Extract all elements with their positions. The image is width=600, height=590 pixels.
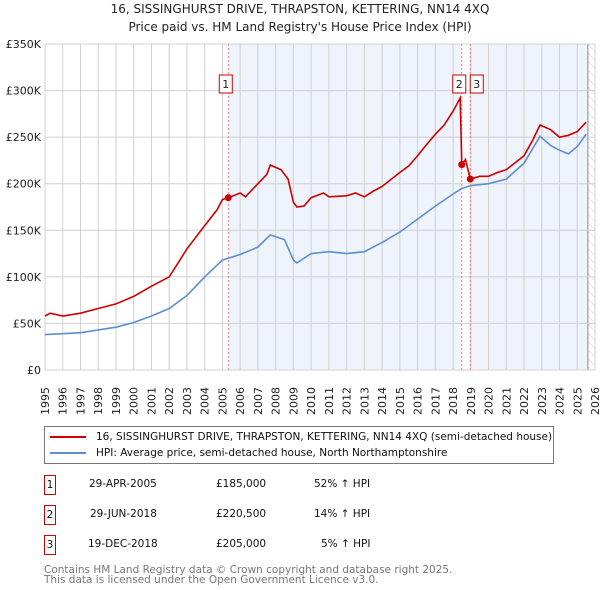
future-hatch: [587, 44, 595, 370]
sale-marker-box: [218, 74, 233, 94]
sale-point: [458, 161, 466, 169]
y-tick-label: £350K: [6, 38, 42, 51]
hpi-line: [44, 133, 587, 336]
x-tick-label: 2015: [394, 387, 407, 415]
y-tick-label: £50K: [13, 317, 42, 330]
sale-hpi-diff: 14% ↑ HPI: [314, 508, 371, 520]
x-tick-label: 2020: [483, 387, 496, 415]
legend-item-property: 16, SISSINGHURST DRIVE, THRAPSTON, KETTE…: [45, 429, 552, 445]
chart-title-address: 16, SISSINGHURST DRIVE, THRAPSTON, KETTE…: [110, 2, 490, 16]
y-tick-label: £100K: [6, 271, 42, 284]
sale-marker-label: 3: [473, 78, 480, 91]
x-tick-label: 2009: [287, 387, 300, 415]
sale-price: £205,000: [216, 538, 267, 550]
sale-point: [224, 194, 232, 202]
x-tick-label: 2023: [536, 387, 549, 415]
table-row: 3 19-DEC-2018 £205,000 5% ↑ HPI: [44, 535, 544, 555]
unshaded-gap: [461, 44, 471, 370]
x-tick-label: 1999: [110, 387, 123, 415]
x-tick-label: 1998: [92, 387, 105, 415]
chart-title-subtitle: Price paid vs. HM Land Registry's House …: [128, 20, 472, 34]
x-tick-label: 2004: [199, 387, 212, 415]
x-tick-label: 2026: [589, 387, 600, 415]
price-chart: 1995 1996 1997 1998 1999 2000 2001 2002 2003 2004…: [6, 38, 600, 415]
shaded-period: [228, 44, 588, 370]
y-tick-label: £250K: [6, 131, 42, 144]
x-tick-label: 2012: [341, 387, 354, 415]
legend-label: 16, SISSINGHURST DRIVE, THRAPSTON, KETTE…: [96, 431, 553, 443]
legend-label: HPI: Average price, semi-detached house,…: [96, 447, 448, 459]
x-tick-label: 2010: [305, 387, 318, 415]
x-tick-label: 1996: [57, 387, 70, 415]
x-tick-label: 2002: [163, 387, 176, 415]
sale-date: 19-DEC-2018: [88, 538, 158, 550]
x-tick-label: 2025: [571, 387, 584, 415]
sale-marker-label: 1: [222, 78, 229, 91]
sale-date: 29-APR-2005: [89, 478, 157, 490]
y-tick-label: £150K: [6, 224, 42, 237]
x-tick-label: 2013: [358, 387, 371, 415]
x-tick-label: 2005: [216, 387, 229, 415]
sale-marker-box: [469, 74, 484, 94]
sale-marker-label: 2: [456, 78, 463, 91]
x-tick-label: 2018: [447, 387, 460, 415]
x-tick-label: 1995: [39, 387, 52, 415]
x-tick-label: 2001: [145, 387, 158, 415]
table-row: 2 29-JUN-2018 £220,500 14% ↑ HPI: [44, 505, 544, 525]
y-tick-label: £0: [27, 364, 41, 377]
x-tick-label: 1997: [74, 387, 87, 415]
x-tick-label: 2017: [429, 387, 442, 415]
footer-copyright: Contains HM Land Registry data © Crown c…: [44, 564, 453, 576]
sale-price: £185,000: [216, 478, 267, 490]
table-row: 1 29-APR-2005 £185,000 52% ↑ HPI: [44, 475, 544, 495]
sale-marker-box: [452, 74, 467, 94]
sale-date: 29-JUN-2018: [90, 508, 157, 520]
sale-hpi-diff: 52% ↑ HPI: [314, 478, 371, 490]
sale-marker-badge: 3: [44, 535, 56, 555]
x-tick-label: 2007: [252, 387, 265, 415]
x-tick-label: 2021: [500, 387, 513, 415]
x-tick-label: 2019: [465, 387, 478, 415]
legend-swatch-red: [50, 436, 86, 438]
property-price-line: [44, 94, 587, 317]
legend-swatch-blue: [50, 452, 86, 454]
sale-marker-badge: 1: [44, 475, 56, 495]
x-tick-label: 2003: [181, 387, 194, 415]
legend: 16, SISSINGHURST DRIVE, THRAPSTON, KETTE…: [44, 426, 554, 464]
x-tick-label: 2000: [128, 387, 141, 415]
sale-point: [466, 175, 474, 183]
x-tick-label: 2014: [376, 387, 389, 415]
x-tick-label: 2008: [270, 387, 283, 415]
x-tick-label: 2006: [234, 387, 247, 415]
x-tick-label: 2024: [554, 387, 567, 415]
y-tick-label: £300K: [6, 85, 42, 98]
y-tick-label: £200K: [6, 178, 42, 191]
sale-price: £220,500: [216, 508, 267, 520]
x-tick-label: 2011: [323, 387, 336, 415]
x-tick-label: 2016: [412, 387, 425, 415]
legend-item-hpi: HPI: Average price, semi-detached house,…: [45, 445, 447, 461]
sale-hpi-diff: 5% ↑ HPI: [321, 538, 371, 550]
footer-licence: This data is licensed under the Open Gov…: [44, 574, 379, 586]
x-tick-label: 2022: [518, 387, 531, 415]
sale-marker-badge: 2: [44, 505, 56, 525]
